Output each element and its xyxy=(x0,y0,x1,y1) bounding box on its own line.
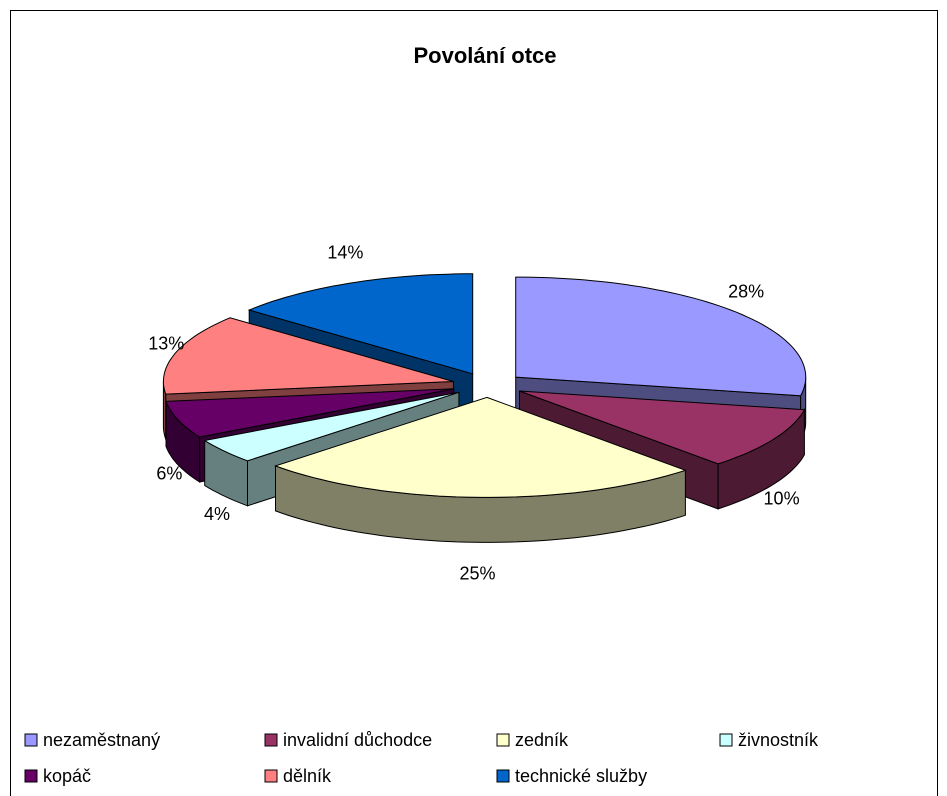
legend-label: dělník xyxy=(283,766,332,786)
chart-title: Povolání otce xyxy=(413,43,556,68)
data-label: 4% xyxy=(204,504,230,524)
legend-swatch xyxy=(496,733,510,747)
data-label: 6% xyxy=(156,464,182,484)
legend-swatch xyxy=(496,769,510,783)
legend-swatch xyxy=(24,769,38,783)
legend-swatch xyxy=(264,733,278,747)
slice xyxy=(247,273,474,375)
slice xyxy=(273,396,687,498)
data-label: 28% xyxy=(728,281,764,301)
slice xyxy=(162,317,454,395)
slice xyxy=(519,390,806,465)
slice xyxy=(165,388,454,438)
legend-label: nezaměstnaný xyxy=(43,730,160,750)
legend-swatch xyxy=(719,733,733,747)
legend-label: invalidní důchodce xyxy=(283,730,432,750)
data-label: 13% xyxy=(148,333,184,353)
legend-swatch xyxy=(264,769,278,783)
data-label: 10% xyxy=(764,489,800,509)
slice xyxy=(203,391,460,462)
legend-label: kopáč xyxy=(43,766,91,786)
slice xyxy=(515,276,807,397)
legend-label: živnostník xyxy=(738,730,819,750)
data-label: 14% xyxy=(327,243,363,263)
legend-label: technické služby xyxy=(515,766,647,786)
data-label: 25% xyxy=(459,564,495,584)
legend-swatch xyxy=(24,733,38,747)
legend-label: zedník xyxy=(515,730,569,750)
